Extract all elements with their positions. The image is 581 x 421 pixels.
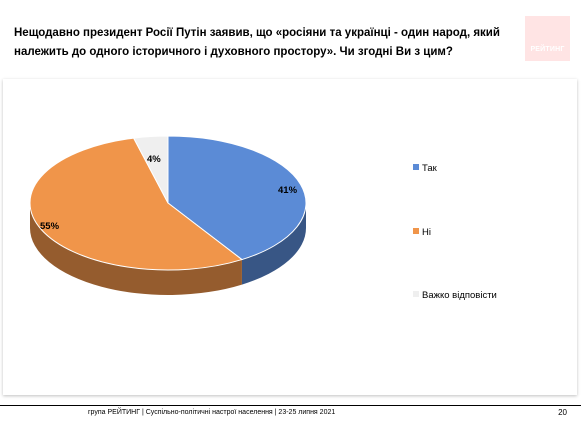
legend-swatch-1 xyxy=(413,228,419,234)
footer-text: група РЕЙТИНГ | Суспільно-політичні наст… xyxy=(88,409,336,416)
pie-slice-0 xyxy=(167,135,307,261)
legend-label-1: Ні xyxy=(422,227,431,238)
legend-swatch-2 xyxy=(413,291,419,297)
pie-side-0 xyxy=(241,203,306,285)
page-number: 20 xyxy=(558,408,567,417)
logo-text: РЕЙТИНГ xyxy=(530,46,565,53)
data-label-1: 55% xyxy=(40,221,60,232)
legend-swatch-0 xyxy=(413,164,419,170)
footer-divider xyxy=(0,405,581,406)
rating-logo: РЕЙТИНГ xyxy=(525,16,570,61)
legend-label-0: Так xyxy=(422,163,438,174)
legend-label-2: Важко відповісти xyxy=(422,290,497,301)
pie-slice-2 xyxy=(132,135,169,204)
pie-slice-1 xyxy=(29,137,244,271)
data-label-0: 41% xyxy=(278,185,298,196)
data-label-2: 4% xyxy=(147,154,161,165)
pie-side-1 xyxy=(30,203,242,295)
chart-title: Нещодавно президент Росії Путін заявив, … xyxy=(14,27,500,58)
